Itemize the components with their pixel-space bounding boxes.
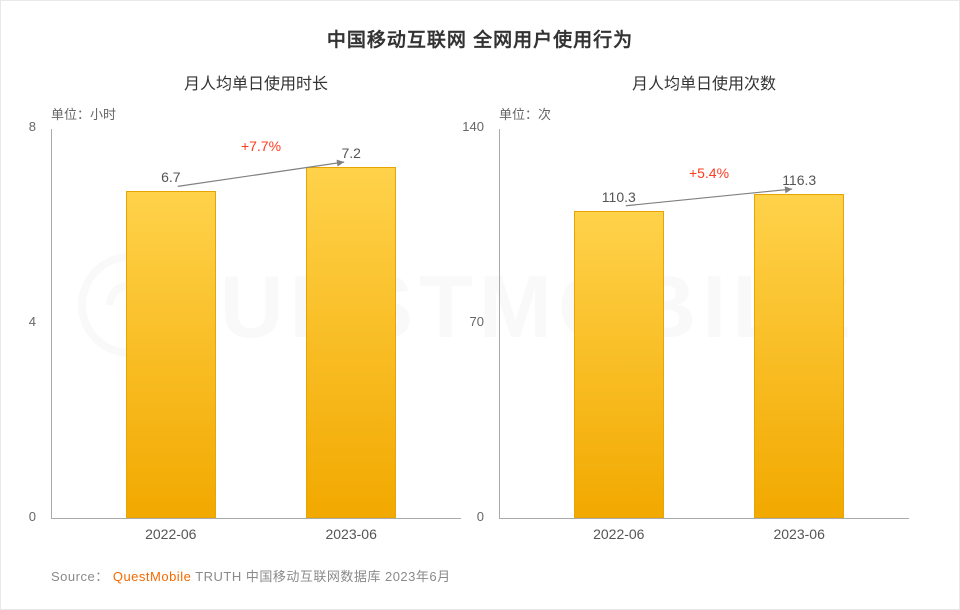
bar-value-label: 110.3: [574, 189, 664, 205]
bar-value-label: 116.3: [754, 172, 844, 188]
panel-title: 月人均单日使用次数: [499, 70, 909, 94]
source-rest: TRUTH 中国移动互联网数据库 2023年6月: [195, 569, 450, 584]
x-tick: 2022-06: [126, 526, 216, 542]
bar-fill: [306, 167, 396, 518]
bar-value-label: 6.7: [126, 169, 216, 185]
charts-row: 月人均单日使用时长单位：小时 0486.72022-067.22023-06+7.…: [1, 70, 959, 519]
source-brand: QuestMobile: [113, 569, 191, 584]
bar-fill: [574, 211, 664, 518]
bar-fill: [126, 191, 216, 518]
bar-fill: [754, 194, 844, 518]
x-tick: 2023-06: [754, 526, 844, 542]
plot-area: 0486.72022-067.22023-06+7.7%: [51, 129, 461, 519]
source-line: Source： QuestMobile TRUTH 中国移动互联网数据库 202…: [51, 566, 451, 585]
source-prefix: Source：: [51, 569, 109, 584]
bar-value-label: 7.2: [306, 145, 396, 161]
panel-frequency: 月人均单日使用次数单位：次 070140110.32022-06116.32023…: [499, 70, 909, 519]
main-title: 中国移动互联网 全网用户使用行为: [1, 1, 959, 52]
unit-label: 单位：小时: [51, 104, 461, 123]
bar: 110.3: [574, 211, 664, 518]
growth-arrow: [52, 129, 462, 519]
x-tick: 2023-06: [306, 526, 396, 542]
growth-label: +5.4%: [689, 165, 729, 181]
bar: 6.7: [126, 191, 216, 518]
bar: 7.2: [306, 167, 396, 518]
x-tick: 2022-06: [574, 526, 664, 542]
bar: 116.3: [754, 194, 844, 518]
growth-label: +7.7%: [241, 138, 281, 154]
growth-arrow: [500, 129, 910, 519]
unit-label: 单位：次: [499, 104, 909, 123]
panel-duration: 月人均单日使用时长单位：小时 0486.72022-067.22023-06+7.…: [51, 70, 461, 519]
plot-area: 070140110.32022-06116.32023-06+5.4%: [499, 129, 909, 519]
panel-title: 月人均单日使用时长: [51, 70, 461, 94]
